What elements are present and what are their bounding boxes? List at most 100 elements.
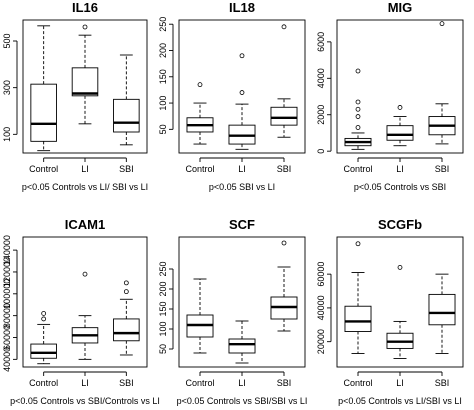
outlier-point — [41, 316, 47, 322]
box-sbi — [270, 240, 298, 332]
y-tick-label: 2000 — [316, 105, 326, 125]
panel-title: IL18 — [229, 0, 255, 15]
box-sbi — [428, 21, 456, 145]
y-tick-label: 40000 — [316, 295, 326, 320]
outlier-point — [41, 311, 47, 316]
x-tick-label: LI — [81, 164, 89, 174]
outlier-point — [239, 90, 245, 95]
significance-note: p<0.05 Controls vs SBI/Controls vs LI — [10, 396, 160, 406]
y-tick-label: 150 — [158, 301, 168, 316]
x-tick-label: SBI — [119, 164, 134, 174]
panel-icam1: ICAM1 40000 80000 120000 60000 100000 140000 Co… — [2, 217, 160, 406]
x-tick-label: Control — [185, 164, 214, 174]
panel-title: IL16 — [72, 0, 98, 15]
y-tick-label: 4000 — [316, 68, 326, 88]
x-tick-label: Control — [343, 164, 372, 174]
y-tick-label: 120000 — [2, 257, 12, 287]
box-control — [186, 82, 214, 145]
outlier-point — [355, 106, 361, 112]
box-li — [71, 24, 99, 125]
y-tick-label: 20000 — [316, 329, 326, 354]
outlier-point — [439, 21, 445, 27]
iqr-box — [344, 305, 372, 332]
significance-note: p<0.05 Controls vs SBI — [354, 182, 446, 192]
significance-note: p<0.05 SBI vs LI — [209, 182, 275, 192]
outlier-point — [82, 271, 88, 277]
y-tick-label: 250 — [158, 261, 168, 276]
outlier-point — [397, 105, 403, 110]
plot-frame — [178, 19, 306, 154]
x-tick-label: LI — [396, 378, 404, 388]
panel-il16: IL16 100 300 500 Control LI SBI p<0.05 Controls… — [2, 0, 148, 192]
box-control — [30, 311, 57, 365]
panel-scf: SCF 50 100 150 200 250 Control LI SBI p<0.05 Cont… — [158, 217, 307, 406]
x-tick-label: SBI — [435, 164, 450, 174]
plot-frame — [336, 236, 464, 368]
panel-title: MIG — [388, 0, 413, 15]
plot-frame — [22, 19, 148, 154]
plot-frame — [336, 19, 464, 154]
y-tick-label: 300 — [2, 80, 12, 95]
box-li — [228, 320, 256, 364]
iqr-box — [113, 98, 140, 133]
outlier-point — [397, 264, 403, 270]
outlier-point — [355, 125, 361, 130]
x-tick-label: LI — [238, 378, 246, 388]
iqr-box — [30, 343, 57, 359]
outlier-point — [355, 68, 361, 74]
significance-note: p<0.05 Controls vs LI/ SBI vs LI — [22, 182, 148, 192]
iqr-box — [228, 338, 256, 354]
plot-frame — [22, 236, 148, 368]
y-tick-label: 200 — [158, 43, 168, 58]
x-tick-label: Control — [343, 378, 372, 388]
outlier-point — [239, 53, 245, 59]
significance-note: p<0.05 Controls vs LI/SBI vs LI — [338, 396, 462, 406]
y-tick-label: 200 — [158, 281, 168, 296]
y-tick-label: 80000 — [2, 303, 12, 328]
box-li — [386, 264, 414, 360]
outlier-point — [355, 99, 361, 105]
y-tick-label: 60000 — [2, 325, 12, 350]
iqr-box — [428, 293, 456, 326]
outlier-point — [281, 240, 287, 246]
x-tick-label: SBI — [119, 378, 134, 388]
iqr-box — [113, 318, 140, 342]
box-control — [186, 278, 214, 354]
y-tick-label: 250 — [158, 17, 168, 32]
y-tick-label: 0 — [316, 149, 326, 154]
y-tick-label: 100000 — [2, 279, 12, 309]
panel-mig: MIG 0 2000 4000 6000 Control LI SBI p<0.05 Contr… — [316, 0, 464, 192]
y-tick-label: 150 — [158, 69, 168, 84]
iqr-box — [386, 125, 414, 141]
y-tick-label: 500 — [2, 33, 12, 48]
x-tick-label: SBI — [435, 378, 450, 388]
x-tick-label: LI — [238, 164, 246, 174]
x-tick-label: LI — [396, 164, 404, 174]
iqr-box — [71, 67, 99, 97]
iqr-box — [270, 106, 298, 126]
y-tick-label: 60000 — [316, 262, 326, 287]
x-tick-label: SBI — [277, 164, 292, 174]
plot-frame — [178, 236, 306, 368]
panel-title: ICAM1 — [65, 217, 105, 232]
y-tick-label: 100 — [158, 321, 168, 336]
x-tick-label: LI — [81, 378, 89, 388]
panel-title: SCGFb — [378, 217, 422, 232]
y-tick-label: 140000 — [2, 235, 12, 265]
box-control — [344, 68, 372, 150]
box-li — [228, 53, 256, 150]
outlier-point — [123, 280, 129, 286]
y-tick-label: 50 — [158, 344, 168, 354]
outlier-point — [281, 24, 287, 30]
box-sbi — [113, 280, 140, 356]
significance-note: p<0.05 Controls vs SBI/SBI vs LI — [177, 396, 308, 406]
y-tick-label: 50 — [158, 124, 168, 134]
x-tick-label: Control — [29, 164, 58, 174]
outlier-point — [197, 82, 203, 88]
x-tick-label: Control — [185, 378, 214, 388]
box-control — [344, 241, 372, 354]
panel-scgfb: SCGFb 20000 40000 60000 Control LI SBI p<0.05 C… — [316, 217, 464, 406]
y-tick-label: 6000 — [316, 32, 326, 52]
